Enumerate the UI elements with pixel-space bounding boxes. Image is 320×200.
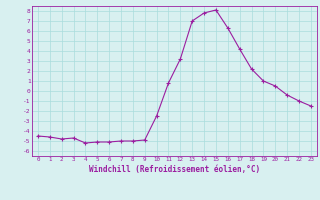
X-axis label: Windchill (Refroidissement éolien,°C): Windchill (Refroidissement éolien,°C) — [89, 165, 260, 174]
